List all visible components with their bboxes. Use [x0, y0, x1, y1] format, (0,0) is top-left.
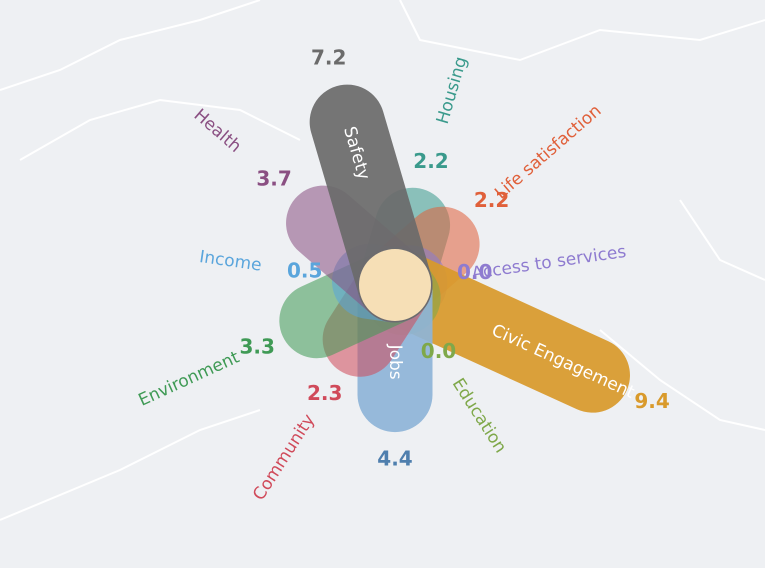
category-label: Education — [448, 375, 511, 457]
value-label: 0.0 — [457, 260, 492, 284]
category-label: Community — [249, 411, 319, 505]
category-label: Housing — [433, 54, 472, 126]
category-label: Environment — [135, 347, 242, 410]
value-label: 2.2 — [413, 149, 448, 173]
value-label: 2.3 — [307, 381, 342, 405]
value-label: 4.4 — [377, 447, 412, 471]
value-label: 9.4 — [634, 389, 669, 413]
value-label: 0.0 — [421, 339, 456, 363]
category-label: Income — [198, 247, 263, 276]
value-label: 0.5 — [287, 259, 322, 283]
category-label: Health — [190, 105, 245, 157]
map-background — [0, 0, 765, 521]
value-label: 3.3 — [240, 334, 275, 358]
category-label: Access to services — [470, 242, 627, 284]
category-label: Life satisfaction — [491, 101, 605, 204]
value-label: 2.2 — [474, 188, 509, 212]
center-disc — [359, 249, 431, 321]
value-label: 7.2 — [311, 46, 346, 70]
category-label: Jobs — [385, 344, 405, 380]
value-label: 3.7 — [256, 167, 291, 191]
